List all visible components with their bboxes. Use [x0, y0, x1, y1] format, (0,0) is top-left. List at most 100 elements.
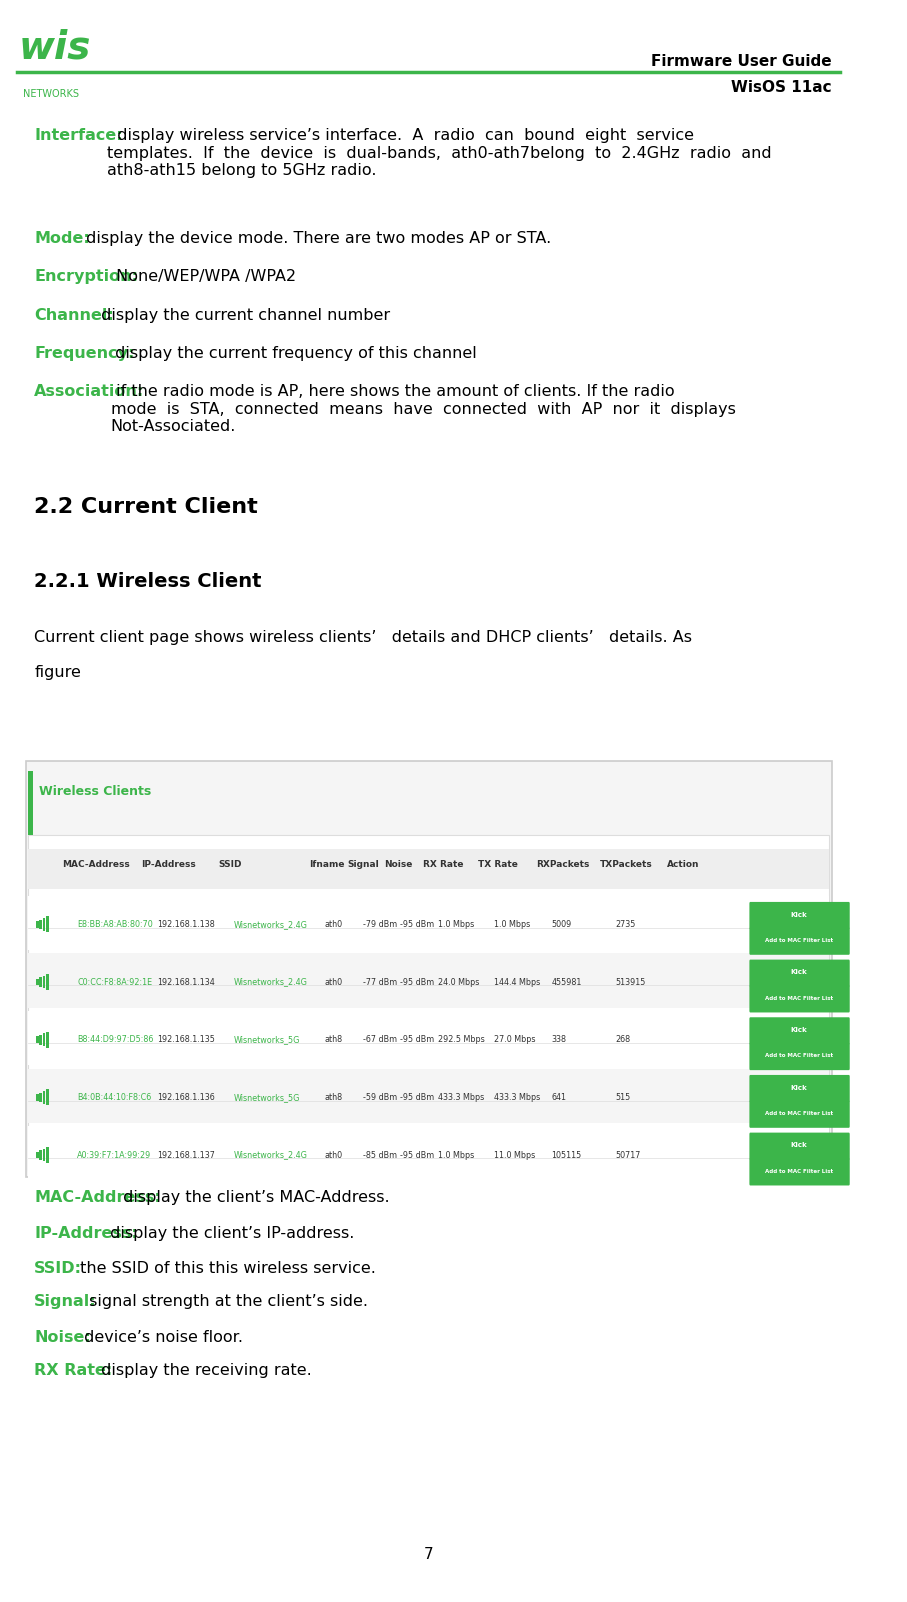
- Text: 2735: 2735: [616, 920, 636, 929]
- FancyBboxPatch shape: [749, 960, 850, 987]
- Text: Current client page shows wireless clients’   details and DHCP clients’   detail: Current client page shows wireless clien…: [34, 630, 692, 644]
- Text: E8:BB:A8:AB:80:70: E8:BB:A8:AB:80:70: [77, 920, 153, 929]
- Text: Kick: Kick: [791, 912, 807, 918]
- Text: display the receiving rate.: display the receiving rate.: [96, 1363, 312, 1378]
- Text: 2.2 Current Client: 2.2 Current Client: [34, 497, 258, 516]
- FancyBboxPatch shape: [749, 928, 850, 955]
- Text: 5009: 5009: [551, 920, 571, 929]
- FancyBboxPatch shape: [28, 896, 829, 950]
- Text: ath0: ath0: [324, 920, 342, 929]
- Text: RXPackets: RXPackets: [536, 860, 590, 870]
- Text: display the device mode. There are two modes AP or STA.: display the device mode. There are two m…: [82, 231, 551, 245]
- FancyBboxPatch shape: [43, 976, 45, 988]
- Text: signal strength at the client’s side.: signal strength at the client’s side.: [84, 1294, 368, 1309]
- Text: MAC-Address:: MAC-Address:: [34, 1190, 161, 1205]
- Text: 192.168.1.134: 192.168.1.134: [157, 977, 215, 987]
- FancyBboxPatch shape: [749, 1017, 850, 1045]
- Text: Add to MAC Filter List: Add to MAC Filter List: [766, 937, 834, 944]
- Text: 268: 268: [616, 1035, 630, 1045]
- Text: 11.0 Mbps: 11.0 Mbps: [494, 1150, 535, 1160]
- FancyBboxPatch shape: [749, 1133, 850, 1160]
- FancyBboxPatch shape: [36, 979, 39, 985]
- Text: SSID:: SSID:: [34, 1261, 83, 1275]
- Text: 338: 338: [551, 1035, 566, 1045]
- FancyBboxPatch shape: [28, 953, 829, 1008]
- Text: 105115: 105115: [551, 1150, 581, 1160]
- Text: Kick: Kick: [791, 1142, 807, 1149]
- Text: Kick: Kick: [791, 1085, 807, 1091]
- Text: NETWORKS: NETWORKS: [23, 90, 79, 99]
- FancyBboxPatch shape: [749, 1043, 850, 1070]
- Text: -95 dBm: -95 dBm: [400, 1035, 434, 1045]
- Text: Channel:: Channel:: [34, 308, 114, 322]
- FancyBboxPatch shape: [39, 1035, 42, 1045]
- Text: Frequency:: Frequency:: [34, 346, 134, 360]
- Text: -95 dBm: -95 dBm: [400, 920, 434, 929]
- FancyBboxPatch shape: [749, 1075, 850, 1102]
- FancyBboxPatch shape: [46, 1032, 49, 1048]
- Text: 24.0 Mbps: 24.0 Mbps: [438, 977, 480, 987]
- Text: -77 dBm: -77 dBm: [363, 977, 397, 987]
- Text: C0:CC:F8:8A:92:1E: C0:CC:F8:8A:92:1E: [77, 977, 152, 987]
- FancyBboxPatch shape: [749, 902, 850, 929]
- Text: IP-Address: IP-Address: [141, 860, 196, 870]
- Text: Signal: Signal: [347, 860, 379, 870]
- Text: Encryption:: Encryption:: [34, 269, 138, 284]
- Text: RX Rate: RX Rate: [423, 860, 463, 870]
- Text: RX Rate:: RX Rate:: [34, 1363, 112, 1378]
- Text: Interface:: Interface:: [34, 128, 123, 143]
- FancyBboxPatch shape: [46, 916, 49, 932]
- Text: Noise: Noise: [385, 860, 413, 870]
- Text: Wisnetworks_2.4G: Wisnetworks_2.4G: [234, 920, 308, 929]
- Text: B8:44:D9:97:D5:86: B8:44:D9:97:D5:86: [77, 1035, 153, 1045]
- Text: 144.4 Mbps: 144.4 Mbps: [494, 977, 541, 987]
- Text: Add to MAC Filter List: Add to MAC Filter List: [766, 1053, 834, 1059]
- Text: 1.0 Mbps: 1.0 Mbps: [438, 920, 474, 929]
- Text: 1.0 Mbps: 1.0 Mbps: [438, 1150, 474, 1160]
- Text: A0:39:F7:1A:99:29: A0:39:F7:1A:99:29: [77, 1150, 151, 1160]
- Text: MAC-Address: MAC-Address: [62, 860, 130, 870]
- FancyBboxPatch shape: [36, 1036, 39, 1043]
- FancyBboxPatch shape: [749, 1101, 850, 1128]
- Text: 192.168.1.135: 192.168.1.135: [157, 1035, 215, 1045]
- Text: Noise:: Noise:: [34, 1330, 91, 1344]
- Text: TX Rate: TX Rate: [479, 860, 518, 870]
- Text: -85 dBm: -85 dBm: [363, 1150, 397, 1160]
- Text: display wireless service’s interface.  A  radio  can  bound  eight  service
temp: display wireless service’s interface. A …: [107, 128, 772, 178]
- Text: -79 dBm: -79 dBm: [363, 920, 397, 929]
- Text: -95 dBm: -95 dBm: [400, 977, 434, 987]
- Text: TXPackets: TXPackets: [600, 860, 653, 870]
- FancyBboxPatch shape: [43, 918, 45, 931]
- FancyBboxPatch shape: [46, 1147, 49, 1163]
- FancyBboxPatch shape: [43, 1091, 45, 1104]
- Text: 513915: 513915: [616, 977, 646, 987]
- Text: display the client’s IP-address.: display the client’s IP-address.: [104, 1226, 354, 1240]
- Text: ath0: ath0: [324, 1150, 342, 1160]
- Text: 192.168.1.136: 192.168.1.136: [157, 1093, 215, 1102]
- Text: 292.5 Mbps: 292.5 Mbps: [438, 1035, 485, 1045]
- Text: 192.168.1.138: 192.168.1.138: [157, 920, 215, 929]
- Text: -59 dBm: -59 dBm: [363, 1093, 397, 1102]
- Text: IP-Address:: IP-Address:: [34, 1226, 138, 1240]
- Text: ath0: ath0: [324, 977, 342, 987]
- Text: SSID: SSID: [219, 860, 242, 870]
- FancyBboxPatch shape: [43, 1149, 45, 1161]
- FancyBboxPatch shape: [36, 1094, 39, 1101]
- Text: 515: 515: [616, 1093, 631, 1102]
- Text: ath8: ath8: [324, 1035, 342, 1045]
- FancyBboxPatch shape: [43, 1033, 45, 1046]
- Text: Kick: Kick: [791, 1027, 807, 1033]
- Text: -95 dBm: -95 dBm: [400, 1150, 434, 1160]
- Text: B4:0B:44:10:F8:C6: B4:0B:44:10:F8:C6: [77, 1093, 151, 1102]
- FancyBboxPatch shape: [39, 977, 42, 987]
- Text: Add to MAC Filter List: Add to MAC Filter List: [766, 995, 834, 1001]
- Text: 2.2.1 Wireless Client: 2.2.1 Wireless Client: [34, 572, 262, 591]
- Text: Association:: Association:: [34, 384, 144, 399]
- Text: display the current channel number: display the current channel number: [96, 308, 390, 322]
- FancyBboxPatch shape: [749, 985, 850, 1012]
- Text: display the client’s MAC-Address.: display the client’s MAC-Address.: [118, 1190, 390, 1205]
- Text: the SSID of this this wireless service.: the SSID of this this wireless service.: [74, 1261, 375, 1275]
- FancyBboxPatch shape: [28, 771, 33, 835]
- Text: Wisnetworks_5G: Wisnetworks_5G: [234, 1093, 300, 1102]
- FancyBboxPatch shape: [36, 921, 39, 928]
